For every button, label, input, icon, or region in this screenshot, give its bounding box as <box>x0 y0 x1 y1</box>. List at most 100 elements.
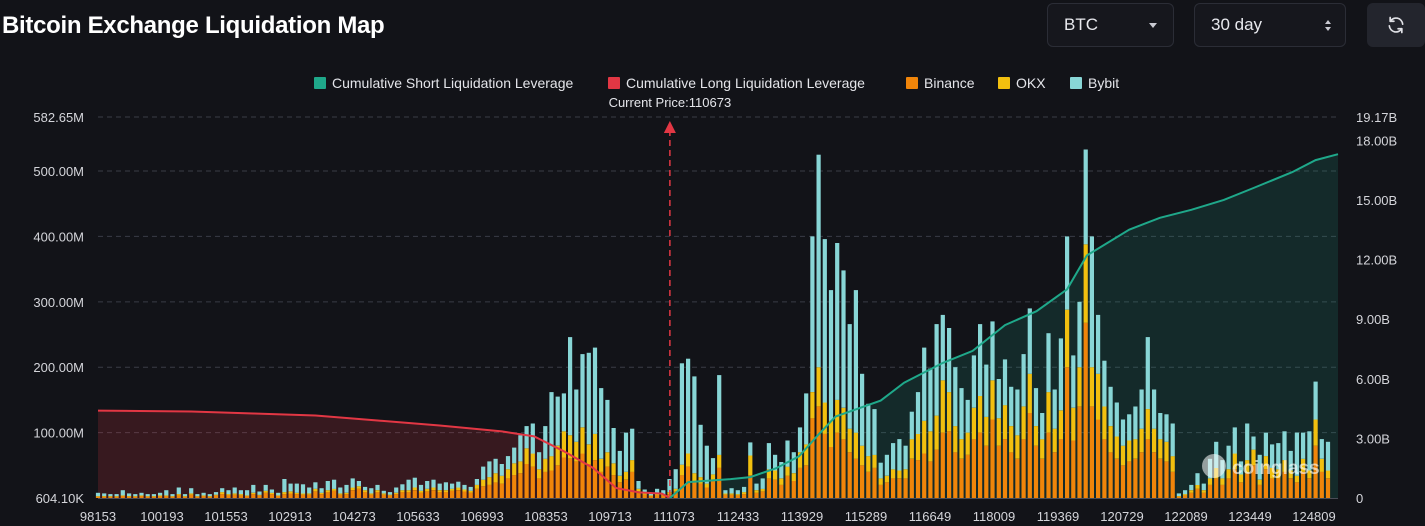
bar-binance <box>400 492 405 498</box>
bar-binance <box>810 418 815 498</box>
bar-okx <box>170 496 175 497</box>
bar-binance <box>990 419 995 498</box>
asset-select-value: BTC <box>1064 15 1098 34</box>
bar-binance <box>673 491 678 498</box>
range-select[interactable]: 30 day <box>1194 3 1346 47</box>
bar-bybit <box>1201 483 1206 491</box>
bar-binance <box>1083 322 1088 498</box>
bar-bybit <box>959 388 964 440</box>
bar-bybit <box>319 488 324 493</box>
bar-bybit <box>158 492 163 496</box>
bar-okx <box>810 392 815 419</box>
bar-okx <box>1257 479 1262 485</box>
bar-binance <box>369 494 374 498</box>
bar-bybit <box>468 486 473 491</box>
bar-bybit <box>971 355 976 408</box>
bar-bybit <box>406 479 411 491</box>
bar-binance <box>412 490 417 498</box>
bar-bybit <box>748 442 753 456</box>
bar-okx <box>412 487 417 491</box>
bar-okx <box>1040 439 1045 459</box>
x-tick-label: 102913 <box>268 509 311 524</box>
bar-bybit <box>822 239 827 403</box>
bar-binance <box>922 453 927 498</box>
bar-okx <box>872 454 877 468</box>
legend-label: Binance <box>924 75 975 91</box>
bar-okx <box>1288 470 1293 479</box>
bar-bybit <box>412 477 417 488</box>
bar-bybit <box>617 450 622 476</box>
bar-binance <box>307 494 312 498</box>
bar-binance <box>543 471 548 498</box>
bar-binance <box>623 479 629 498</box>
bar-okx <box>853 432 858 459</box>
refresh-button[interactable] <box>1367 3 1425 47</box>
bar-binance <box>816 406 821 498</box>
bar-bybit <box>1270 444 1275 468</box>
bar-binance <box>642 494 647 498</box>
bar-bybit <box>760 478 765 489</box>
bar-binance <box>1270 478 1275 498</box>
bar-binance <box>897 478 902 498</box>
bar-binance <box>1226 478 1231 498</box>
bar-binance <box>108 496 113 498</box>
bar-binance <box>1152 452 1157 498</box>
bar-binance <box>418 492 424 498</box>
bar-okx <box>797 452 803 468</box>
bar-bybit <box>456 481 461 488</box>
bar-okx <box>574 441 579 462</box>
bar-binance <box>375 492 380 498</box>
bar-bybit <box>934 324 939 416</box>
bar-okx <box>1002 405 1008 440</box>
bar-okx <box>425 488 430 492</box>
y-left-tick-label: 200.00M <box>33 360 84 375</box>
bar-binance <box>1301 471 1306 498</box>
bar-bybit <box>518 435 523 462</box>
bar-okx <box>1319 458 1324 472</box>
bar-binance <box>841 439 846 498</box>
bar-okx <box>313 488 318 492</box>
bar-bybit <box>245 490 250 496</box>
bar-bybit <box>611 428 616 464</box>
long-cumulative-line <box>97 409 671 499</box>
bar-okx <box>1164 441 1169 462</box>
bar-binance <box>971 439 976 498</box>
bar-binance <box>1313 445 1318 498</box>
bar-okx <box>387 494 393 496</box>
x-tick-label: 123449 <box>1228 509 1271 524</box>
bar-bybit <box>1096 314 1101 374</box>
bar-okx <box>325 490 330 493</box>
bar-bybit <box>1313 381 1318 420</box>
bar-binance <box>1176 496 1181 498</box>
range-select-value: 30 day <box>1211 15 1263 34</box>
bar-bybit <box>356 481 361 487</box>
bar-bybit <box>1002 359 1008 406</box>
bar-binance <box>1207 484 1213 498</box>
y-left-tick-label: 400.00M <box>33 229 84 244</box>
bar-okx <box>1033 426 1039 446</box>
bar-binance <box>804 465 809 498</box>
legend-label: Bybit <box>1088 75 1119 91</box>
bar-bybit <box>307 487 312 494</box>
bar-bybit <box>723 490 728 494</box>
bar-okx <box>866 456 871 472</box>
bar-okx <box>356 486 361 489</box>
bar-binance <box>915 460 921 498</box>
bar-bybit <box>120 490 125 496</box>
bar-bybit <box>1251 436 1256 450</box>
asset-select[interactable]: BTC <box>1047 3 1174 47</box>
bar-okx <box>828 420 834 447</box>
bar-binance <box>860 465 865 498</box>
bar-bybit <box>605 399 610 453</box>
bar-binance <box>1145 439 1150 498</box>
bar-okx <box>599 458 604 472</box>
bar-binance <box>760 491 765 498</box>
bar-binance <box>1120 465 1126 498</box>
bar-bybit <box>232 487 237 494</box>
bar-okx <box>437 490 442 493</box>
x-tick-label: 106993 <box>460 509 503 524</box>
bar-okx <box>332 488 337 491</box>
y-right-tick-label: 12.00B <box>1356 253 1397 268</box>
bar-okx <box>1089 367 1094 407</box>
bar-binance <box>189 494 194 498</box>
